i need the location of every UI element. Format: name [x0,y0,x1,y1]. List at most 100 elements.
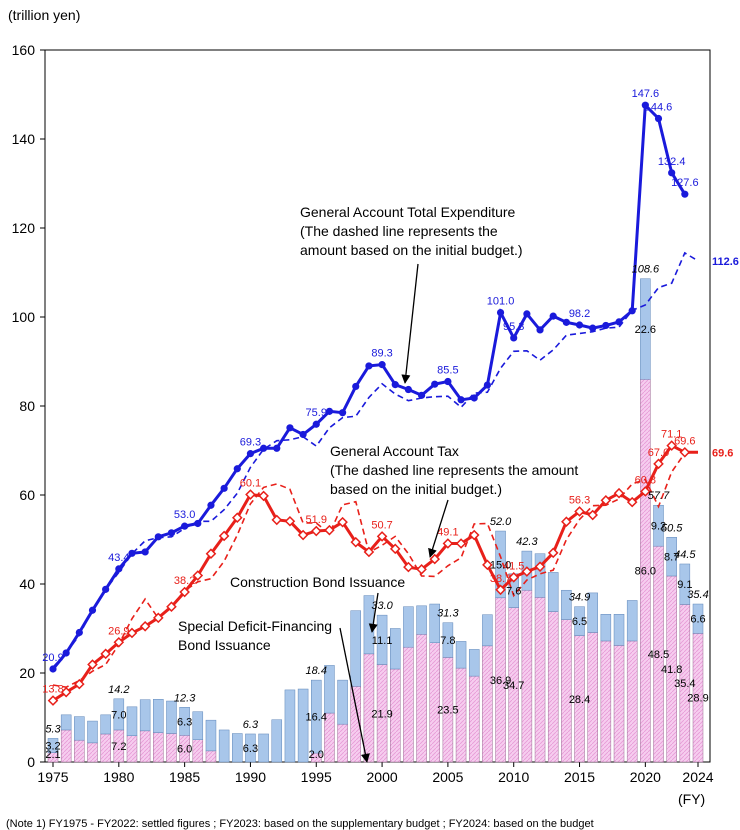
construction-bond-bar [311,679,322,754]
construction-bond-value-label: 7.0 [111,709,126,721]
deficit-bond-bar [205,750,217,763]
deficit-bond-bar [192,739,204,763]
expenditure-point [562,318,570,326]
construction-bond-bar [692,603,704,634]
deficit-bond-value-label: 2.1 [45,749,60,761]
deficit-bond-bar [626,640,638,763]
construction-bond-bar [337,679,348,725]
deficit-bond-bar [429,642,440,763]
tax-point [455,538,467,549]
tax-point [574,506,585,517]
tax-point [587,509,598,521]
y-tick-label: 60 [19,487,35,503]
bond-total-value-label: 18.4 [306,665,327,677]
construction-bond-bar [389,628,401,670]
tax-point [166,601,177,612]
tax-point [47,695,59,706]
expenditure-point [102,585,110,593]
tax-value-label: 50.7 [371,519,392,531]
construction-annotation: Construction Bond Issuance [230,574,405,633]
construction-bond-bar [60,714,72,731]
y-tick-label: 20 [19,665,35,681]
expenditure-point [207,501,215,509]
construction-bond-bar [166,700,177,734]
expenditure-point [536,326,544,334]
expenditure-point [49,665,57,673]
construction-bond-value-label: 16.4 [306,712,327,724]
deficit-bond-bar [468,675,480,763]
construction-bond-bar [74,716,85,741]
expenditure-point [523,310,531,318]
expenditure-point [589,324,597,332]
tax-value-label: 49.1 [437,527,458,539]
expenditure-point [194,519,202,528]
expenditure-value-label: 69.3 [240,437,261,449]
tax-value-label: 51.9 [306,514,327,526]
expenditure-point [181,522,189,530]
construction-bond-bar [179,707,190,736]
deficit-annotation: Special Deficit-Financing Bond Issuance [178,618,370,763]
construction-bond-bar [324,665,335,714]
tax-point [258,490,269,502]
y-tick-label: 140 [12,131,36,147]
tax-point [653,458,664,470]
expenditure-annotation-line-2: (The dashed line represents the [300,223,498,239]
construction-bond-bar [613,614,625,646]
tax-point [640,486,651,497]
data-labels: 20.9 43.4 53.0 69.3 75.9 89.3 85.5 101.0 95.3 98.… [42,88,739,761]
expenditure-point [668,169,676,177]
construction-bond-value-label: 22.6 [635,324,656,336]
deficit-bond-value-label: 34.7 [503,680,524,692]
bond-total-value-label: 34.9 [569,592,590,604]
axes: 0 20 40 60 80 100 120 140 160 1975 1980 1985 1990 199… [12,42,714,785]
expenditure-point [404,385,413,394]
tax-point [389,543,401,555]
series-lines [47,101,699,706]
expenditure-initial-value-label: 112.6 [712,256,739,268]
construction-bond-value-label: 7.8 [440,635,455,647]
x-tick-label: 2024 [682,769,713,785]
construction-bond-bar [350,610,362,687]
construction-bond-value-label: 9.2 [651,521,666,533]
deficit-bond-bar [613,645,625,763]
construction-bond-bar [561,589,572,620]
expenditure-point [378,361,386,369]
tax-value-label: 38.2 [174,575,195,587]
construction-bond-bar [547,572,559,612]
tax-point [521,566,533,577]
construction-bond-bar [218,729,230,763]
tax-value-label: 41.5 [503,560,524,572]
deficit-bond-bar [60,729,72,763]
construction-bond-bar [442,622,454,658]
expenditure-point [457,396,465,404]
deficit-bond-bar [74,739,85,763]
x-tick-label: 2015 [564,769,595,785]
deficit-bond-bar [337,723,348,763]
tax-point [337,516,348,528]
deficit-bond-value-label: 28.9 [687,693,708,705]
tax-point [626,496,638,508]
construction-arrow [368,592,379,633]
tax-point [113,636,125,648]
construction-bond-bar [626,600,638,642]
construction-bond-value-label: 6.6 [690,614,705,626]
tax-point [231,512,243,523]
tax-point [74,678,85,690]
tax-point [547,547,559,559]
construction-bond-bar [587,592,598,633]
construction-bond-value-label: 6.3 [243,743,258,755]
expenditure-arrow [401,263,419,384]
expenditure-point [273,444,281,452]
expenditure-point [641,101,649,109]
tax-point [87,659,98,670]
deficit-bond-bar [534,597,546,763]
tax-point [600,495,612,506]
expenditure-point [115,565,123,573]
y-tick-label: 120 [12,220,36,236]
deficit-bond-value-label: 36.9 [490,675,511,687]
expenditure-point [233,465,241,473]
deficit-annotation-line-2: Bond Issuance [178,637,271,653]
expenditure-value-label: 98.2 [569,308,590,320]
construction-bond-value-label: 9.1 [677,579,692,591]
